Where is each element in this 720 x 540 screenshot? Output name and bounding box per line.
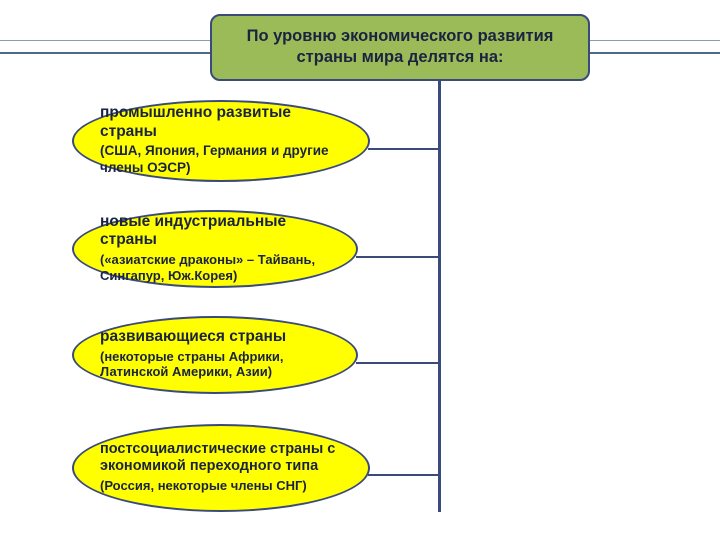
root-node: По уровню экономического развития страны… — [210, 14, 590, 81]
leaf-subtitle: (США, Япония, Германия и другие члены ОЭ… — [100, 143, 346, 175]
leaf-title: постсоциалистические страны с экономикой… — [100, 441, 346, 476]
root-line1: По уровню экономического развития — [247, 27, 554, 45]
branch-1 — [356, 256, 438, 258]
branch-0 — [368, 148, 438, 150]
leaf-node-1: новые индустриальные страны(«азиатские д… — [72, 210, 358, 288]
leaf-title: промышленно развитые страны — [100, 104, 346, 141]
leaf-title: новые индустриальные страны — [100, 213, 334, 250]
leaf-node-3: постсоциалистические страны с экономикой… — [72, 424, 370, 512]
leaf-node-2: развивающиеся страны (некоторые страны Аф… — [72, 316, 358, 394]
branch-3 — [368, 474, 438, 476]
leaf-node-0: промышленно развитые страны(США, Япония,… — [72, 100, 370, 182]
leaf-subtitle: (Россия, некоторые члены СНГ) — [100, 478, 346, 494]
branch-2 — [356, 362, 438, 364]
tree-trunk — [438, 78, 441, 512]
root-line2: страны мира делятся на: — [297, 48, 504, 66]
leaf-subtitle: («азиатские драконы» – Тайвань, Сингапур… — [100, 252, 334, 283]
leaf-title: развивающиеся страны — [100, 328, 334, 347]
leaf-subtitle: (некоторые страны Африки, Латинской Амер… — [100, 349, 334, 380]
